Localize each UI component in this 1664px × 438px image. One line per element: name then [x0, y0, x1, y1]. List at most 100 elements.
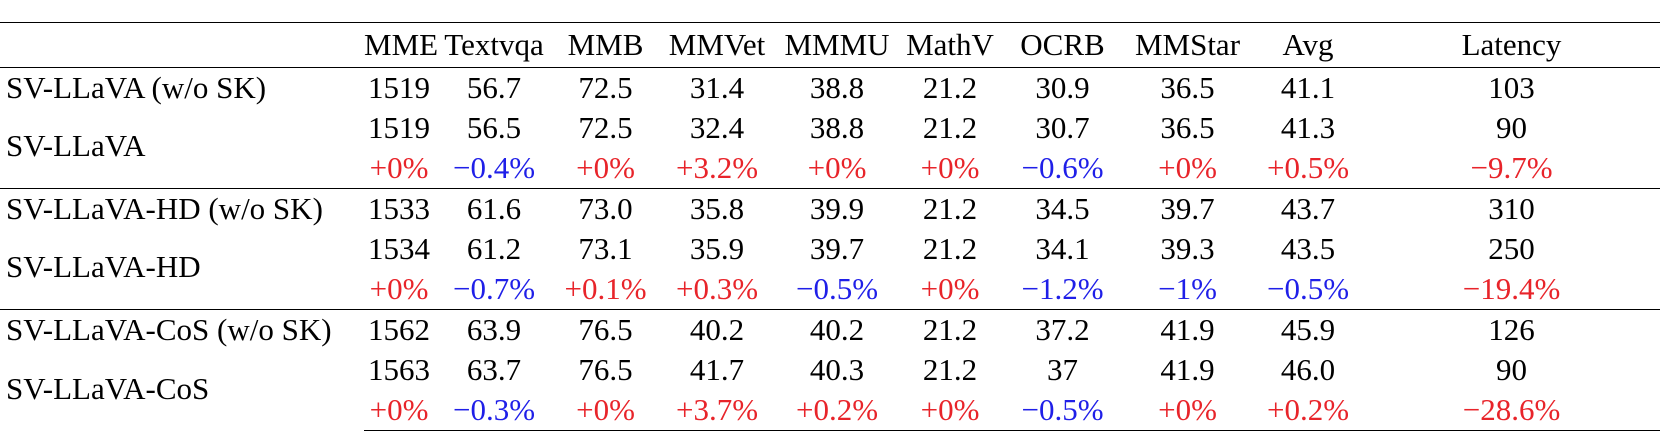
column-header: MathV — [897, 22, 1003, 68]
model-name: SV-LLaVA-HD — [6, 249, 201, 284]
column-header: Textvqa — [434, 22, 554, 68]
baseline-value-cell: 72.5 — [554, 67, 657, 108]
model-value-cell: 32.4 — [689, 110, 745, 145]
baseline-value-cell: 21.2 — [897, 309, 1003, 350]
model-value-cell: 43.5 — [1280, 231, 1336, 266]
column-header: MMVet — [657, 22, 777, 68]
model-value-cell: 39.7 — [809, 231, 865, 266]
delta-cell: +0% — [554, 390, 657, 431]
baseline-value-cell: 73.0 — [554, 188, 657, 229]
model-value-cell: 37 — [1047, 352, 1078, 387]
model-value-cell: 1563 — [368, 352, 430, 387]
column-header: Latency — [1363, 22, 1660, 68]
baseline-value-cell: 1533 — [364, 188, 434, 229]
model-value-cell: 72.5 — [578, 110, 633, 145]
baseline-value-cell: 56.7 — [434, 67, 554, 108]
model-row: SV-LLaVA-HD 1534 61.2 73.1 35.9 39.7 21.2 34.1 3… — [0, 229, 1660, 284]
baseline-value-cell: 37.2 — [1003, 309, 1122, 350]
baseline-model-name: SV-LLaVA (w/o SK) — [0, 67, 364, 108]
model-name: SV-LLaVA-CoS — [6, 370, 210, 406]
model-value-cell: 61.2 — [466, 231, 522, 266]
baseline-value-cell: 126 — [1363, 309, 1660, 350]
model-value-cell: 41.3 — [1280, 110, 1336, 145]
baseline-row: SV-LLaVA (w/o SK) 1519 56.7 72.5 31.4 38.8 21.… — [0, 67, 1660, 108]
delta-cell: +0% — [576, 150, 635, 185]
model-value-cell: 1534 — [368, 231, 430, 266]
delta-cell: −0.7% — [452, 271, 536, 306]
column-header: MMMU — [777, 22, 897, 68]
baseline-row: SV-LLaVA-CoS (w/o SK) 1562 63.9 76.5 40.2 40.… — [0, 309, 1660, 350]
delta-cell: +0% — [807, 150, 867, 185]
baseline-row: SV-LLaVA-HD (w/o SK) 1533 61.6 73.0 35.8 39.9… — [0, 188, 1660, 229]
model-value-cell: 21.2 — [922, 110, 978, 145]
column-header: OCRB — [1003, 22, 1122, 68]
model-name: SV-LLaVA — [6, 128, 146, 163]
delta-cell: −28.6% — [1363, 390, 1660, 431]
baseline-value-cell: 21.2 — [897, 188, 1003, 229]
table-body: SV-LLaVA (w/o SK) 1519 56.7 72.5 31.4 38.8 21.… — [0, 67, 1660, 431]
model-value-cell: 34.1 — [1035, 231, 1090, 266]
delta-cell: +0% — [920, 150, 980, 185]
delta-cell: +0% — [1158, 150, 1217, 185]
baseline-value-cell: 1562 — [364, 309, 434, 350]
model-value-cell: 76.5 — [578, 352, 633, 387]
delta-cell: +0% — [897, 390, 1003, 431]
baseline-value-cell: 39.9 — [777, 188, 897, 229]
delta-cell: +0.2% — [1253, 390, 1363, 431]
results-table: MME Textvqa MMB MMVet MMMU MathV OCRB MM… — [0, 22, 1660, 431]
column-header: Avg — [1253, 22, 1363, 68]
delta-cell: +0.1% — [564, 271, 647, 306]
model-value-cell: 1519 — [368, 110, 430, 145]
baseline-value-cell: 310 — [1363, 188, 1660, 229]
baseline-value-cell: 31.4 — [657, 67, 777, 108]
baseline-value-cell: 76.5 — [554, 309, 657, 350]
delta-cell: −0.5% — [1266, 271, 1350, 306]
model-value-cell: 35.9 — [689, 231, 745, 266]
baseline-value-cell: 21.2 — [897, 67, 1003, 108]
delta-cell: +0% — [369, 271, 429, 306]
baseline-model-name: SV-LLaVA-HD (w/o SK) — [0, 188, 364, 229]
model-value-cell: 90 — [1496, 352, 1527, 387]
baseline-value-cell: 30.9 — [1003, 67, 1122, 108]
delta-cell: −1.2% — [1021, 271, 1104, 306]
baseline-value-cell: 38.8 — [777, 67, 897, 108]
column-header: MMB — [554, 22, 657, 68]
baseline-value-cell: 61.6 — [434, 188, 554, 229]
model-value-cell: 41.9 — [1160, 352, 1215, 387]
model-value-cell: 90 — [1496, 110, 1527, 145]
baseline-value-cell: 43.7 — [1253, 188, 1363, 229]
model-row: SV-LLaVA-CoS 1563 63.7 76.5 41.7 40.3 21.2 37 41… — [0, 350, 1660, 406]
model-row: SV-LLaVA 1519 56.5 72.5 32.4 38.8 21.2 30.7 36.5… — [0, 108, 1660, 163]
model-value-cell: 41.7 — [689, 352, 745, 387]
delta-cell: +0% — [364, 390, 434, 431]
delta-cell: −9.7% — [1470, 150, 1553, 185]
baseline-model-name: SV-LLaVA-CoS (w/o SK) — [0, 309, 364, 350]
delta-cell: +3.7% — [657, 390, 777, 431]
model-value-cell: 21.2 — [922, 352, 978, 387]
delta-cell: −0.4% — [452, 150, 536, 185]
delta-row: +0% −0.7% +0.1% +0.3% −0.5% +0% −1.2% −1% −0.5% −… — [0, 269, 1660, 310]
model-value-cell: 30.7 — [1035, 110, 1090, 145]
delta-cell: +0% — [1122, 390, 1253, 431]
header-corner — [0, 22, 364, 68]
baseline-value-cell: 40.2 — [777, 309, 897, 350]
column-header: MME — [364, 22, 438, 68]
baseline-value-cell: 34.5 — [1003, 188, 1122, 229]
baseline-value-cell: 41.9 — [1122, 309, 1253, 350]
baseline-value-cell: 63.9 — [434, 309, 554, 350]
column-header: MMStar — [1122, 22, 1253, 68]
baseline-value-cell: 1519 — [364, 67, 434, 108]
delta-cell: −1% — [1158, 271, 1217, 306]
delta-cell: −0.5% — [795, 271, 879, 306]
model-value-cell: 21.2 — [922, 231, 978, 266]
delta-row: +0% −0.3% +0% +3.7% +0.2% +0% −0.5% +0% +0.2% −28… — [0, 390, 1660, 431]
delta-cell: −19.4% — [1462, 271, 1561, 306]
delta-cell: +0% — [369, 150, 429, 185]
model-value-cell: 40.3 — [809, 352, 865, 387]
delta-cell: +0.5% — [1266, 150, 1350, 185]
model-value-cell: 73.1 — [578, 231, 633, 266]
baseline-value-cell: 103 — [1363, 67, 1660, 108]
baseline-value-cell: 39.7 — [1122, 188, 1253, 229]
model-value-cell: 36.5 — [1160, 110, 1215, 145]
delta-cell: −0.6% — [1021, 150, 1104, 185]
